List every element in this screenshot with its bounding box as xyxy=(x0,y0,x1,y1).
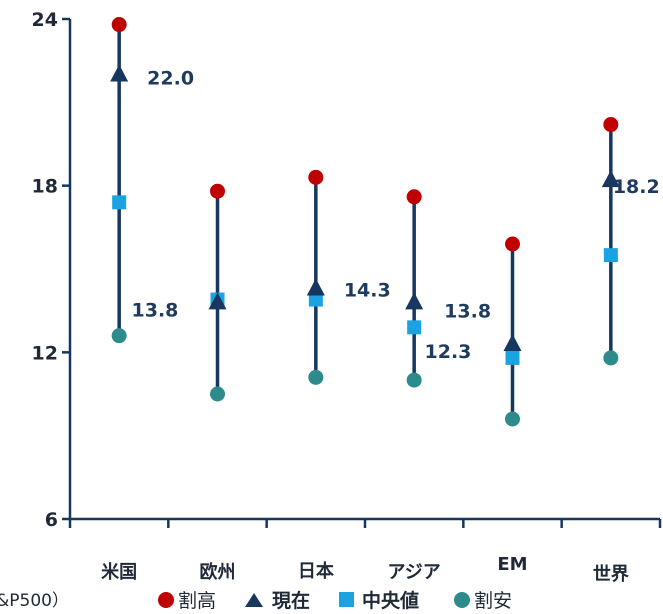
point-0-0 xyxy=(111,17,127,33)
point-2-3 xyxy=(407,320,422,335)
markers xyxy=(110,17,620,427)
point-0-4 xyxy=(505,236,520,252)
x-ticks xyxy=(68,519,662,528)
y-tick-label: 6 xyxy=(45,509,58,531)
category-label: 米国 xyxy=(101,561,137,583)
point-2-5 xyxy=(603,248,618,263)
source-note: &P500） xyxy=(0,591,69,611)
point-2-2 xyxy=(308,292,323,307)
legend-marker-expensive xyxy=(158,592,174,608)
category-label: 世界 xyxy=(593,564,629,585)
data-labels: 22.0 13.8 14.3 13.8 12.3 18.2 xyxy=(132,68,660,363)
point-2-0 xyxy=(112,195,127,210)
point-1-0 xyxy=(110,64,129,82)
current-value-label: 12.3 xyxy=(425,341,472,363)
category-label: 日本 xyxy=(298,560,334,582)
legend-label-median: 中央値 xyxy=(362,589,419,612)
current-value-label: 13.8 xyxy=(132,299,179,321)
point-1-4 xyxy=(503,334,522,351)
legend-marker-cheap xyxy=(454,592,470,608)
category-labels: 米国 欧州 日本 アジア EM 世界 xyxy=(101,554,629,585)
category-label: 欧州 xyxy=(200,561,236,583)
point-0-3 xyxy=(406,189,422,205)
legend-label-current: 現在 xyxy=(272,589,310,612)
y-tick-label: 24 xyxy=(32,9,58,31)
legend-label-expensive: 割高 xyxy=(178,590,216,612)
point-1-2 xyxy=(306,278,325,296)
current-value-label: 13.8 xyxy=(444,300,491,322)
legend-marker-median xyxy=(339,592,354,607)
point-3-4 xyxy=(505,411,520,427)
point-3-0 xyxy=(111,328,127,344)
legend-marker-current xyxy=(245,593,263,607)
axes xyxy=(68,19,660,521)
legend-label-cheap: 割安 xyxy=(474,590,512,612)
y-tick-label: 12 xyxy=(32,342,58,364)
point-3-5 xyxy=(603,350,619,366)
point-1-3 xyxy=(405,292,424,310)
point-0-2 xyxy=(308,169,324,185)
y-tick-label: 18 xyxy=(32,176,58,198)
point-3-2 xyxy=(308,369,324,385)
legend: &P500） 割高 現在 中央値 割安 xyxy=(0,589,512,612)
current-value-label: 18.2 xyxy=(613,176,660,198)
point-1-1 xyxy=(208,292,227,310)
point-3-1 xyxy=(210,386,225,402)
current-value-label: 22.0 xyxy=(147,68,194,90)
point-3-3 xyxy=(406,372,422,388)
category-label: アジア xyxy=(388,562,441,583)
current-value-label: 14.3 xyxy=(344,279,391,301)
y-ticks: 6 12 18 24 xyxy=(32,9,70,531)
point-1-5 xyxy=(601,170,620,188)
point-0-5 xyxy=(603,117,619,133)
category-label: EM xyxy=(497,554,527,575)
point-2-4 xyxy=(505,350,520,365)
point-0-1 xyxy=(210,183,225,199)
